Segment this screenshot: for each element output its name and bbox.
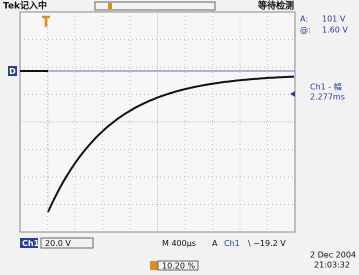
scope-screen: Tek记入中 等待检测 D A: 101 V @: 1.60 V Ch1 - 幅…	[0, 0, 359, 275]
timebase: M 400μs	[162, 239, 196, 248]
delta-label: A:	[300, 15, 308, 24]
position-icon	[150, 261, 158, 270]
at-label: @:	[300, 26, 311, 35]
measurement-value: 2.277ms	[310, 93, 345, 102]
date: 2 Dec 2004	[310, 251, 356, 260]
delta-value: 101 V	[322, 15, 346, 24]
trigger-mode: A	[212, 239, 218, 248]
page: Tek记入中 等待检测 D A: 101 V @: 1.60 V Ch1 - 幅…	[0, 0, 359, 275]
record-position	[108, 3, 112, 9]
ref-marker: D	[9, 67, 16, 76]
scale: 20.0 V	[45, 239, 71, 248]
measurement-name: Ch1 - 幅	[310, 82, 342, 92]
trigger-level: \ −19.2 V	[248, 239, 286, 248]
at-value: 1.60 V	[322, 26, 348, 35]
status: Tek记入中	[3, 0, 47, 12]
trigger-source: Ch1	[224, 239, 240, 248]
channel: Ch1	[22, 239, 40, 248]
position: 10.20 %	[162, 262, 195, 271]
trigger-state: 等待检测	[257, 0, 294, 12]
time: 21:03:32	[314, 261, 350, 270]
